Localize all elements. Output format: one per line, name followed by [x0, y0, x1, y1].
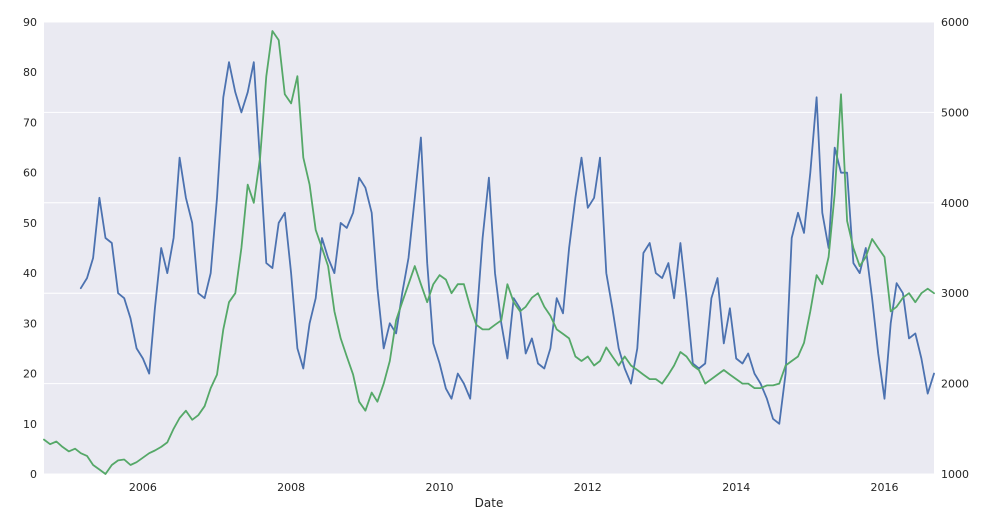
- x-tick-label: 2006: [129, 481, 157, 494]
- right-y-tick-label: 2000: [941, 378, 969, 391]
- series-layer: [43, 30, 935, 475]
- x-axis-label: Date: [475, 496, 504, 510]
- right-y-tick-label: 4000: [941, 197, 969, 210]
- grid-lines: [44, 21, 934, 475]
- left-y-tick-label: 80: [23, 66, 37, 79]
- left-y-tick-label: 90: [23, 16, 37, 29]
- left-y-tick-label: 10: [23, 418, 37, 431]
- series-line-1: [79, 61, 935, 425]
- left-y-axis-ticks: 0 10 20 30 40 50 60 70 80 90: [23, 16, 37, 481]
- x-tick-label: 2012: [574, 481, 602, 494]
- x-tick-label: 2016: [870, 481, 898, 494]
- right-y-tick-label: 6000: [941, 16, 969, 29]
- left-y-tick-label: 70: [23, 116, 37, 129]
- left-y-tick-label: 20: [23, 368, 37, 381]
- x-tick-label: 2014: [722, 481, 750, 494]
- x-axis-ticks: 2006 2008 2010 2012 2014 2016: [129, 481, 899, 494]
- right-y-tick-label: 3000: [941, 287, 969, 300]
- left-y-tick-label: 30: [23, 317, 37, 330]
- left-y-tick-label: 50: [23, 217, 37, 230]
- right-y-tick-label: 1000: [941, 468, 969, 481]
- right-y-tick-label: 5000: [941, 106, 969, 119]
- right-y-axis-ticks: 1000 2000 3000 4000 5000 6000: [941, 16, 969, 481]
- plot-background: [44, 22, 934, 474]
- x-tick-label: 2010: [426, 481, 454, 494]
- series-line-2: [43, 30, 935, 475]
- left-y-tick-label: 60: [23, 167, 37, 180]
- left-y-tick-label: 40: [23, 267, 37, 280]
- x-tick-label: 2008: [277, 481, 305, 494]
- left-y-tick-label: 0: [30, 468, 37, 481]
